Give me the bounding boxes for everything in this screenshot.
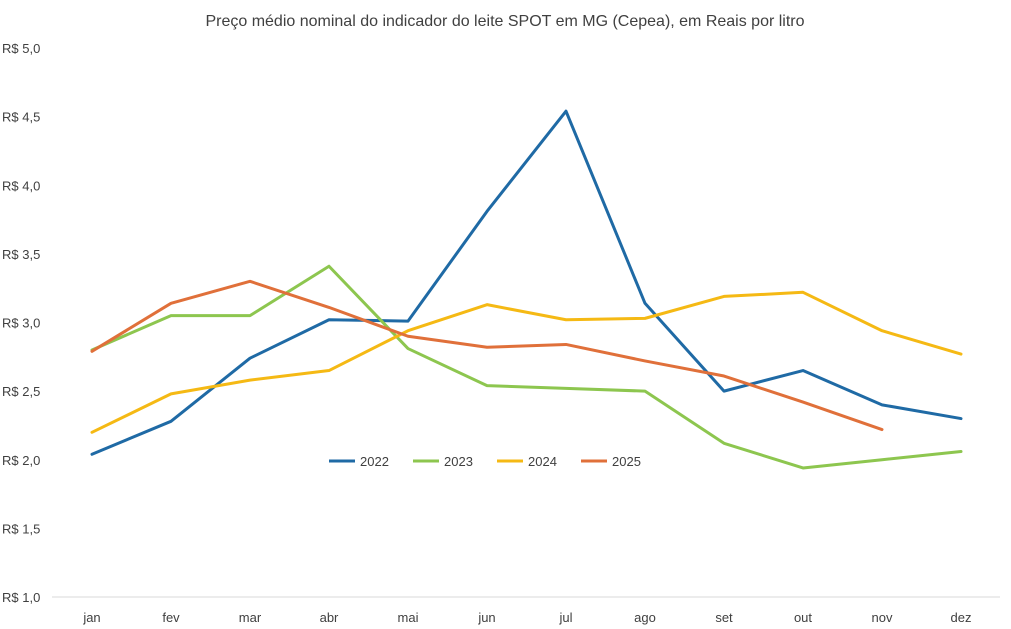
y-tick-label: R$ 3,0: [2, 316, 40, 331]
x-tick-label: nov: [872, 610, 893, 625]
x-tick-label: abr: [320, 610, 339, 625]
x-axis-ticks: jan fev mar abr mai jun jul ago set out nov dez: [82, 610, 971, 625]
y-tick-label: R$ 4,0: [2, 178, 40, 193]
series-line-2023: [90, 264, 963, 470]
series-line-2024: [90, 290, 963, 434]
y-tick-label: R$ 3,5: [2, 247, 40, 262]
x-tick-label: out: [794, 610, 812, 625]
y-tick-label: R$ 1,5: [2, 521, 40, 536]
legend-label-2022: 2022: [360, 454, 389, 469]
y-tick-label: R$ 2,5: [2, 384, 40, 399]
y-tick-label: R$ 2,0: [2, 453, 40, 468]
series-line-2025: [90, 279, 884, 432]
x-tick-label: jul: [558, 610, 572, 625]
legend-label-2025: 2025: [612, 454, 641, 469]
x-tick-label: mar: [239, 610, 262, 625]
legend: 2022 2023 2024 2025: [329, 454, 641, 469]
x-tick-label: fev: [162, 610, 180, 625]
y-axis-ticks: R$ 1,0 R$ 1,5 R$ 2,0 R$ 2,5 R$ 3,0 R$ 3,5 R$ 4…: [2, 41, 40, 605]
series-lines: [90, 109, 963, 470]
x-tick-label: dez: [951, 610, 972, 625]
legend-label-2024: 2024: [528, 454, 557, 469]
x-tick-label: ago: [634, 610, 656, 625]
x-tick-label: jan: [82, 610, 100, 625]
x-tick-label: jun: [477, 610, 495, 625]
x-tick-label: set: [715, 610, 733, 625]
x-tick-label: mai: [398, 610, 419, 625]
y-tick-label: R$ 4,5: [2, 110, 40, 125]
legend-label-2023: 2023: [444, 454, 473, 469]
y-tick-label: R$ 1,0: [2, 590, 40, 605]
y-tick-label: R$ 5,0: [2, 41, 40, 56]
chart-title: Preço médio nominal do indicador do leit…: [205, 13, 804, 30]
series-line-2022: [90, 109, 963, 456]
